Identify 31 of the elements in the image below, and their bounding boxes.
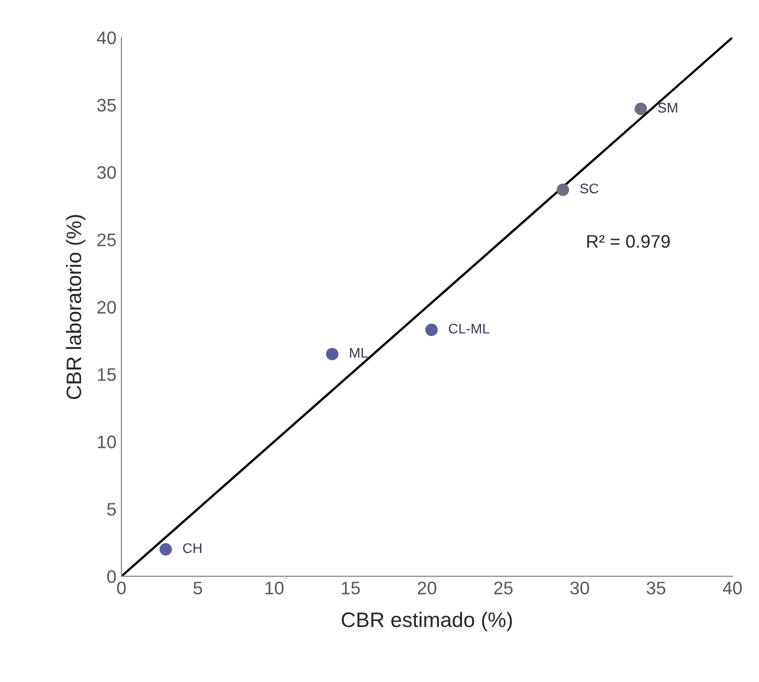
x-axis-title: CBR estimado (%) xyxy=(342,612,512,632)
y-tick-label: 40 xyxy=(96,31,116,44)
y-tick-label: 30 xyxy=(97,166,116,179)
y-tick-label: 20 xyxy=(97,300,116,314)
x-tick-label: 40 xyxy=(722,582,742,594)
y-tick-label: 10 xyxy=(98,436,116,448)
point xyxy=(556,184,570,196)
x-tick-label: 25 xyxy=(494,582,513,594)
annotation: R² = 0.979 xyxy=(587,235,670,248)
y-tick-label: 35 xyxy=(97,98,116,112)
x-tick-label: 35 xyxy=(646,582,666,594)
point xyxy=(326,348,338,360)
y-tick-label: 0 xyxy=(107,570,116,584)
x-tick-label: 5 xyxy=(194,582,202,594)
y-tick-label: 25 xyxy=(97,233,116,246)
point xyxy=(425,324,438,336)
x-tick-label: 10 xyxy=(266,582,284,594)
x-tick-label: 15 xyxy=(342,582,360,594)
annotation: CH xyxy=(183,543,202,554)
point xyxy=(634,102,647,116)
x-tick-label: 30 xyxy=(570,582,590,594)
annotation: SC xyxy=(580,184,598,194)
y-tick-label: 5 xyxy=(107,503,116,516)
y-axis-title: CBR laboratorio (%) xyxy=(66,214,86,400)
x-tick-label: 0 xyxy=(117,582,126,594)
annotation: ML xyxy=(350,348,368,358)
y-tick-label: 15 xyxy=(98,368,116,381)
x-tick-label: 20 xyxy=(418,582,436,594)
point xyxy=(160,543,172,556)
annotation: CL-ML xyxy=(448,324,490,334)
annotation: SM xyxy=(658,102,678,113)
